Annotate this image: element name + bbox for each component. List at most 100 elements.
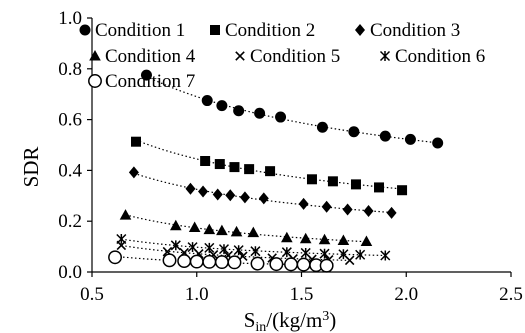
data-point [269, 257, 284, 272]
data-point [258, 192, 269, 205]
data-point [316, 121, 328, 133]
data-point [187, 242, 198, 253]
trendline-condition-4 [125, 214, 367, 243]
data-point [177, 254, 192, 269]
legend-marker [379, 50, 391, 62]
trendline-condition-3 [133, 172, 392, 214]
legend-item-condition-7: Condition 7 [88, 71, 195, 92]
data-point [337, 234, 350, 246]
data-point [281, 247, 292, 258]
x-axis-title-subscript: in [255, 320, 266, 333]
legend-item-condition-5: Condition 5 [235, 46, 340, 67]
legend-label: Condition 6 [395, 46, 485, 67]
data-point [397, 185, 408, 196]
data-point [189, 254, 204, 269]
y-axis-title: SDR [19, 147, 43, 188]
data-point [321, 200, 332, 213]
data-point [298, 197, 309, 210]
x-tick-label: 2.5 [499, 284, 523, 305]
series-condition-2 [130, 136, 408, 196]
data-point [212, 188, 223, 201]
data-point [342, 203, 353, 216]
series-condition-1 [140, 69, 444, 149]
data-point [128, 166, 139, 179]
data-point [265, 166, 276, 177]
data-point [216, 224, 228, 236]
data-point [244, 164, 255, 175]
data-point [170, 240, 181, 251]
x-axis-title-close: ) [329, 308, 336, 332]
data-point [319, 248, 330, 259]
data-point [306, 174, 317, 185]
data-point [299, 232, 312, 244]
legend-label: Condition 3 [370, 20, 460, 41]
x-axis-title-main: S [244, 308, 256, 332]
data-point [170, 219, 182, 231]
data-point [198, 185, 209, 198]
data-point [239, 191, 250, 204]
data-point [319, 258, 334, 273]
y-tick-label: 0.2 [58, 211, 82, 232]
data-point [230, 225, 243, 237]
data-point [227, 255, 242, 270]
trendline-condition-2 [135, 139, 403, 190]
data-point [218, 244, 230, 255]
y-tick-label: 0.6 [58, 110, 82, 131]
data-point [185, 182, 196, 195]
legend-marker [88, 74, 102, 88]
data-point [233, 105, 245, 117]
data-point [250, 246, 261, 257]
legend: Condition 1 Condition 2 Condition 3 Conditi… [79, 20, 485, 92]
legend-label: Condition 5 [250, 46, 340, 67]
data-point [275, 111, 287, 123]
data-point [162, 253, 177, 268]
data-point [254, 107, 266, 119]
data-point [296, 257, 311, 272]
data-point [188, 221, 201, 233]
data-point [318, 233, 331, 245]
legend-label: Condition 1 [95, 20, 185, 41]
data-point [247, 226, 260, 238]
series-condition-6 [116, 233, 391, 261]
y-tick-label: 1.0 [58, 8, 82, 29]
x-axis-title-superscript: 3 [322, 309, 329, 324]
data-point [233, 245, 244, 256]
data-point [130, 136, 141, 147]
legend-item-condition-2: Condition 2 [210, 20, 315, 41]
legend-marker [89, 50, 101, 61]
legend-item-condition-6: Condition 6 [379, 46, 485, 67]
legend-marker [79, 24, 91, 36]
x-tick-label: 1.5 [290, 284, 314, 305]
data-point [250, 256, 265, 271]
y-tick-label: 0.4 [58, 160, 82, 181]
legend-marker [355, 24, 365, 36]
legend-marker [235, 51, 245, 61]
legend-label: Condition 2 [225, 20, 315, 41]
legend-item-condition-3: Condition 3 [355, 20, 460, 41]
data-point [204, 242, 215, 253]
legend-label: Condition 7 [105, 71, 195, 92]
legend-label: Condition 4 [105, 46, 196, 67]
data-point [374, 182, 385, 193]
data-point [202, 254, 217, 269]
data-point [225, 189, 236, 202]
data-point [214, 159, 225, 170]
data-point [284, 257, 298, 272]
data-point [300, 247, 311, 258]
series-condition-7 [108, 250, 334, 273]
data-point [216, 100, 228, 112]
data-point [355, 249, 366, 260]
data-point [379, 130, 391, 142]
data-point [119, 209, 132, 220]
data-points-layer [108, 69, 444, 273]
data-point [380, 250, 391, 261]
data-point [363, 205, 374, 218]
data-point [327, 176, 338, 187]
data-point [404, 133, 416, 145]
x-tick-label: 2.0 [394, 284, 418, 305]
series-condition-3 [128, 166, 397, 219]
x-axis-title-tail: /(kg/m [266, 308, 322, 332]
data-point [203, 223, 216, 235]
